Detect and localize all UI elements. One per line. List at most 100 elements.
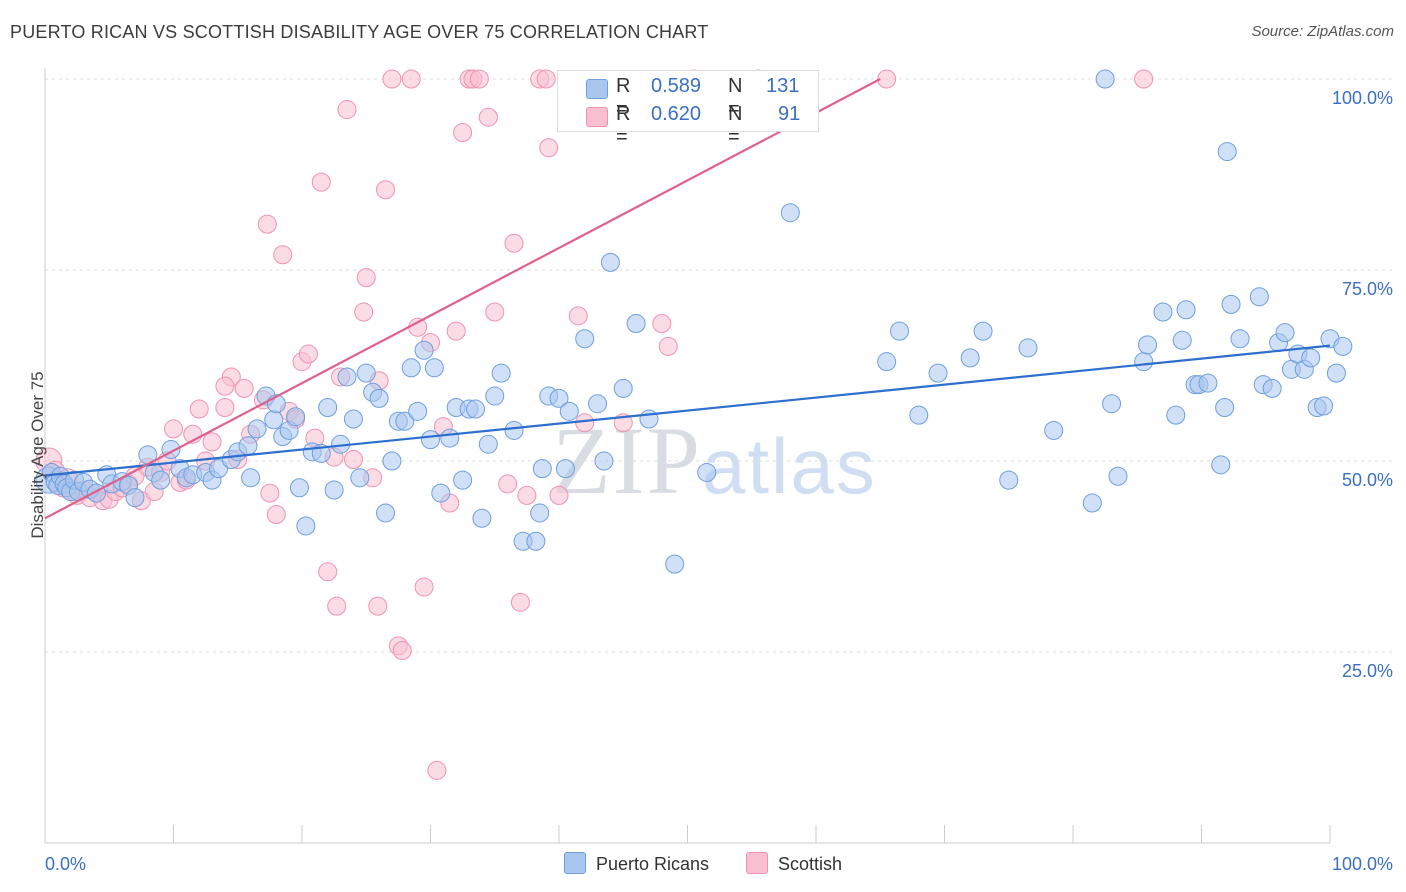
- point-scottish: [568, 306, 588, 326]
- point-scottish: [401, 69, 421, 89]
- point-scottish: [1134, 69, 1154, 89]
- legend-item-scottish[interactable]: Scottish: [746, 852, 842, 875]
- point-puerto-ricans: [1326, 363, 1346, 383]
- point-puerto-ricans: [424, 358, 444, 378]
- point-scottish: [164, 419, 183, 439]
- n-label: N =: [728, 75, 743, 120]
- point-puerto-ricans: [286, 407, 306, 427]
- point-puerto-ricans: [465, 399, 485, 419]
- point-puerto-ricans: [877, 352, 897, 372]
- point-puerto-ricans: [1153, 302, 1173, 322]
- trendline-puerto-ricans: [44, 344, 1331, 477]
- point-puerto-ricans: [1018, 338, 1038, 358]
- point-puerto-ricans: [999, 470, 1019, 490]
- point-puerto-ricans: [1134, 352, 1154, 372]
- point-scottish: [311, 172, 331, 192]
- point-puerto-ricans: [1172, 330, 1192, 350]
- point-scottish: [453, 122, 473, 142]
- point-puerto-ricans: [600, 252, 620, 272]
- point-scottish: [257, 214, 277, 234]
- point-puerto-ricans: [1108, 466, 1128, 486]
- point-puerto-ricans: [697, 462, 717, 482]
- r-label: R =: [616, 103, 631, 148]
- point-puerto-ricans: [1176, 300, 1196, 320]
- y-tick-label: 100.0%: [1332, 88, 1393, 108]
- point-scottish: [260, 483, 280, 503]
- point-scottish: [575, 413, 595, 433]
- point-puerto-ricans: [1230, 329, 1250, 349]
- point-scottish: [652, 313, 672, 333]
- point-puerto-ricans: [594, 451, 614, 471]
- point-puerto-ricans: [343, 409, 363, 429]
- point-puerto-ricans: [575, 329, 595, 349]
- point-puerto-ricans: [1102, 394, 1122, 414]
- point-puerto-ricans: [431, 483, 451, 503]
- trendline-scottish: [44, 78, 881, 520]
- point-puerto-ricans: [318, 398, 338, 418]
- point-puerto-ricans: [125, 488, 145, 508]
- point-scottish: [478, 107, 498, 127]
- stats-box: R = 0.589 N = 131 R = 0.620 N = 91: [557, 70, 819, 148]
- point-puerto-ricans: [973, 321, 993, 341]
- point-puerto-ricans: [337, 367, 357, 387]
- r-value: 0.620: [651, 103, 702, 125]
- legend: Puerto Ricans Scottish: [0, 852, 1406, 875]
- point-scottish: [215, 376, 235, 396]
- point-puerto-ricans: [408, 401, 428, 421]
- point-puerto-ricans: [324, 480, 344, 500]
- x-tick-label: 100.0%: [1332, 854, 1393, 874]
- point-puerto-ricans: [1333, 336, 1353, 356]
- point-puerto-ricans: [1044, 420, 1064, 440]
- point-puerto-ricans: [1095, 69, 1115, 89]
- point-puerto-ricans: [395, 411, 415, 431]
- point-scottish: [517, 485, 537, 505]
- point-puerto-ricans: [296, 516, 316, 536]
- r-label: R =: [616, 75, 631, 120]
- point-scottish: [485, 302, 505, 322]
- point-puerto-ricans: [421, 430, 440, 450]
- point-scottish: [273, 245, 293, 265]
- chart-title: PUERTO RICAN VS SCOTTISH DISABILITY AGE …: [10, 22, 709, 42]
- point-scottish: [536, 69, 556, 89]
- y-tick-label: 25.0%: [1342, 661, 1393, 681]
- point-puerto-ricans: [909, 405, 929, 425]
- point-scottish: [446, 321, 466, 341]
- y-tick-label: 75.0%: [1342, 279, 1393, 299]
- point-scottish: [337, 100, 357, 120]
- point-puerto-ricans: [485, 386, 505, 406]
- legend-swatch-blue: [563, 852, 586, 874]
- point-scottish: [510, 592, 530, 612]
- point-puerto-ricans: [1262, 378, 1282, 398]
- point-puerto-ricans: [401, 358, 421, 378]
- point-scottish: [354, 302, 374, 322]
- point-scottish: [498, 474, 518, 494]
- point-scottish: [202, 432, 222, 452]
- point-scottish: [414, 577, 434, 597]
- point-puerto-ricans: [1221, 294, 1241, 314]
- point-scottish: [356, 268, 376, 288]
- point-scottish: [392, 640, 412, 660]
- n-label: N =: [728, 103, 743, 148]
- r-value: 0.589: [651, 75, 702, 97]
- point-puerto-ricans: [526, 531, 546, 551]
- point-scottish: [266, 504, 286, 524]
- legend-item-puerto-ricans[interactable]: Puerto Ricans: [563, 852, 709, 875]
- point-scottish: [658, 336, 678, 356]
- point-puerto-ricans: [1249, 287, 1269, 307]
- point-puerto-ricans: [928, 363, 948, 383]
- point-puerto-ricans: [1314, 396, 1334, 416]
- stats-swatch-blue: [586, 79, 608, 99]
- point-scottish: [327, 596, 347, 616]
- point-puerto-ricans: [665, 554, 685, 574]
- source-label: Source: ZipAtlas.com: [1251, 23, 1394, 40]
- legend-label: Puerto Ricans: [595, 854, 709, 874]
- point-scottish: [318, 562, 338, 582]
- point-puerto-ricans: [559, 401, 579, 421]
- point-puerto-ricans: [1275, 323, 1295, 343]
- point-puerto-ricans: [478, 434, 498, 454]
- point-puerto-ricans: [350, 468, 370, 488]
- point-scottish: [215, 398, 235, 418]
- point-scottish: [234, 378, 254, 398]
- point-scottish: [382, 69, 402, 89]
